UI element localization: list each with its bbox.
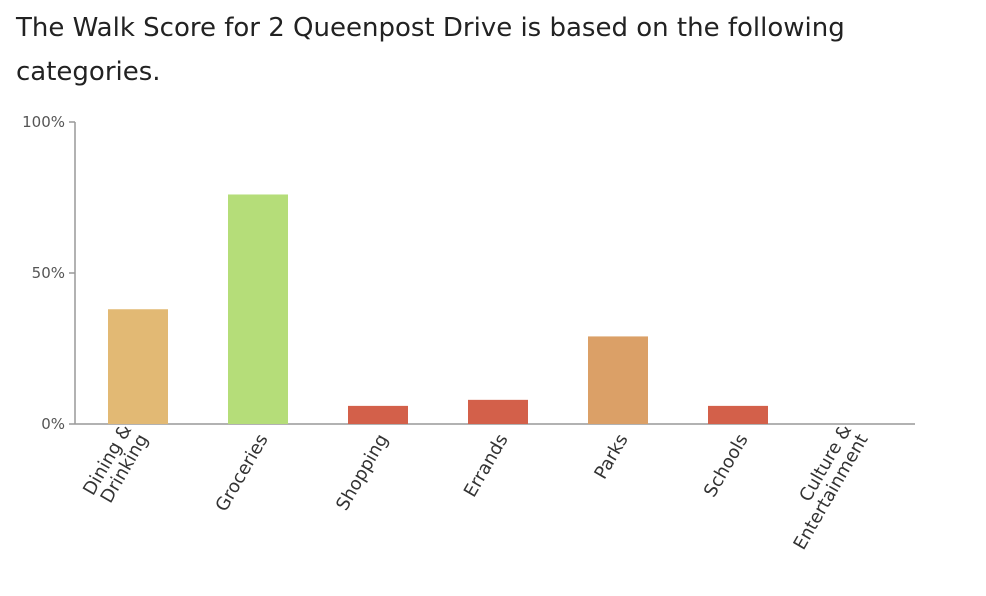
bar bbox=[348, 405, 408, 424]
category-label-line: Parks bbox=[590, 431, 632, 483]
bar bbox=[468, 399, 528, 424]
bar bbox=[588, 336, 648, 424]
category-label: Dining &Drinking bbox=[79, 421, 153, 507]
chart-heading: The Walk Score for 2 Queenpost Drive is … bbox=[16, 13, 845, 87]
y-tick-label: 0% bbox=[41, 415, 65, 433]
category-label: Schools bbox=[700, 431, 753, 501]
category-label-line: Shopping bbox=[332, 431, 392, 515]
category-label: Groceries bbox=[212, 431, 273, 516]
category-label-line: Schools bbox=[700, 431, 753, 501]
category-label-line: Groceries bbox=[212, 431, 273, 516]
category-label: Culture &Entertainment bbox=[790, 421, 873, 553]
chart-bars bbox=[108, 194, 768, 424]
chart-category-labels: Dining &Drinking Groceries Shopping Errands… bbox=[79, 421, 873, 553]
bar bbox=[228, 194, 288, 424]
category-label: Errands bbox=[460, 431, 513, 501]
category-label: Shopping bbox=[332, 431, 392, 515]
bar bbox=[108, 309, 168, 424]
category-label: Parks bbox=[590, 431, 632, 483]
chart-axes: 0% 50% 100% bbox=[22, 113, 915, 433]
bar bbox=[708, 405, 768, 424]
y-tick-label: 100% bbox=[22, 113, 65, 131]
category-label-line: Errands bbox=[460, 431, 513, 501]
y-tick-label: 50% bbox=[32, 264, 65, 282]
